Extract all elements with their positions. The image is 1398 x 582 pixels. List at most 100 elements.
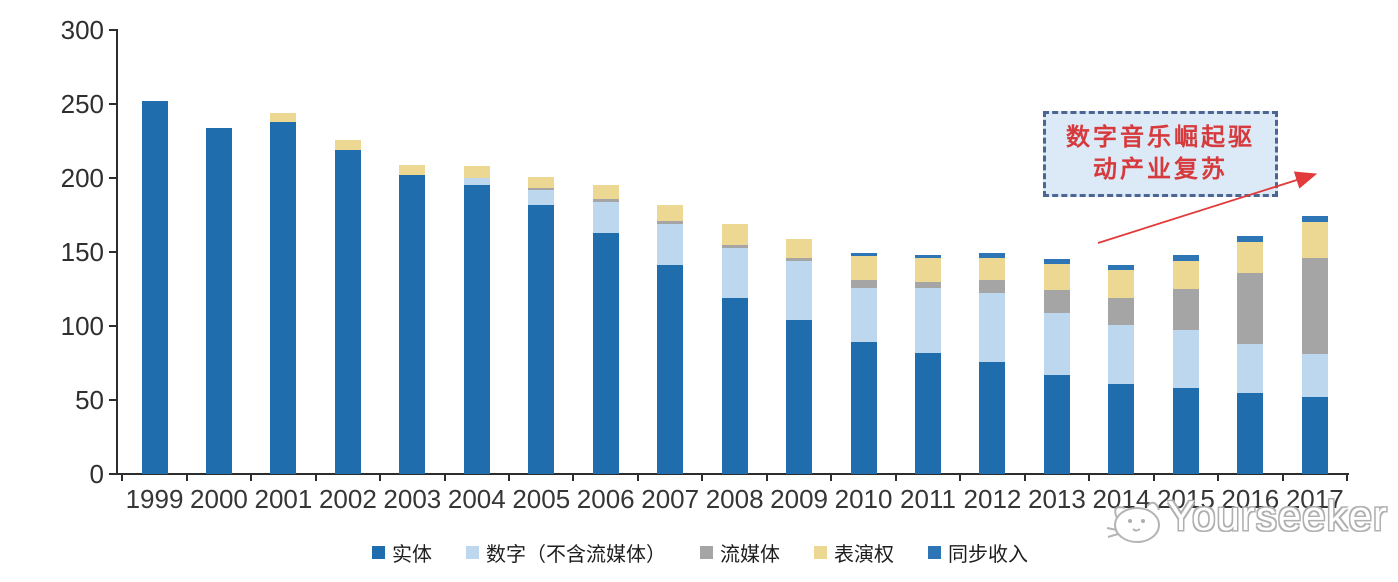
bar-2014-streaming (1108, 297, 1135, 325)
bar-2012-physical (979, 361, 1006, 474)
bar-2011-streaming (915, 281, 942, 288)
x-tick (1281, 474, 1284, 481)
bar-2001-performance (270, 112, 297, 122)
y-tick-label: 300 (60, 15, 104, 45)
y-tick-label: 0 (89, 459, 104, 489)
bar-2014-sync (1108, 265, 1135, 270)
legend-swatch-physical (372, 545, 385, 559)
bar-2015-digital (1172, 330, 1199, 389)
annotation-box: 数字音乐崛起驱 动产业复苏 (1043, 111, 1278, 197)
y-tick (109, 399, 116, 401)
bar-2013-streaming (1043, 290, 1070, 313)
bar-2016-streaming (1237, 272, 1264, 344)
x-axis-label: 2009 (770, 484, 829, 514)
bar-2007-streaming (657, 220, 684, 224)
bar-2006-physical (592, 232, 619, 474)
y-tick-label: 250 (60, 89, 104, 119)
x-axis (116, 473, 1349, 475)
bar-2012-streaming (979, 280, 1006, 294)
bar-2003-physical (399, 175, 426, 474)
bar-2004-performance (463, 166, 490, 178)
x-axis-label: 2016 (1221, 484, 1280, 514)
bar-2010-digital (850, 287, 877, 343)
bar-2011-physical (915, 352, 942, 474)
x-axis-label: 2015 (1156, 484, 1215, 514)
x-axis-label: 2012 (963, 484, 1022, 514)
bar-2014-physical (1108, 383, 1135, 474)
x-axis-label: 1999 (125, 484, 184, 514)
bar-2006-digital (592, 201, 619, 233)
bar-2014-performance (1108, 269, 1135, 298)
bar-2003-performance (399, 164, 426, 176)
bar-2017-sync (1301, 216, 1328, 223)
bar-2006-performance (592, 185, 619, 199)
bar-2016-performance (1237, 241, 1264, 273)
bar-2015-physical (1172, 388, 1199, 474)
bar-2012-sync (979, 253, 1006, 258)
annotation-line-1: 数字音乐崛起驱 (1066, 124, 1255, 151)
bar-2011-sync (915, 254, 942, 258)
x-axis-label: 2002 (318, 484, 377, 514)
bar-2013-performance (1043, 263, 1070, 291)
bar-2001-physical (270, 121, 297, 474)
bar-2005-streaming (528, 188, 555, 190)
legend-label-physical: 实体 (392, 543, 432, 566)
x-axis-label: 2006 (576, 484, 635, 514)
bar-2008-streaming (721, 244, 748, 248)
x-tick (508, 474, 511, 481)
bar-2010-performance (850, 256, 877, 281)
y-tick-label: 100 (60, 311, 104, 341)
bar-2002-performance (334, 139, 361, 150)
x-axis-label: 2007 (641, 484, 700, 514)
bar-2016-digital (1237, 343, 1264, 393)
bar-2005-performance (528, 176, 555, 189)
x-axis-label: 2001 (254, 484, 313, 514)
legend-item-physical: 实体 (372, 538, 432, 567)
bar-2014-digital (1108, 324, 1135, 384)
bar-1999-physical (141, 101, 168, 474)
bar-2010-streaming (850, 280, 877, 288)
x-tick (765, 474, 768, 481)
x-axis-label: 2004 (447, 484, 506, 514)
x-tick (959, 474, 962, 481)
bar-2006-streaming (592, 198, 619, 202)
x-tick (894, 474, 897, 481)
x-axis-label: 2008 (705, 484, 764, 514)
legend-item-digital: 数字（不含流媒体） (466, 538, 666, 567)
bar-2010-sync (850, 253, 877, 257)
x-tick (443, 474, 446, 481)
legend-label-performance: 表演权 (834, 543, 894, 566)
x-axis-label: 2003 (383, 484, 442, 514)
x-tick (1152, 474, 1155, 481)
annotation-line-2: 动产业复苏 (1093, 156, 1228, 183)
x-tick (250, 474, 253, 481)
y-tick (109, 251, 116, 253)
y-tick (109, 29, 116, 31)
bar-2008-performance (721, 223, 748, 245)
x-tick (572, 474, 575, 481)
legend-item-performance: 表演权 (814, 538, 894, 567)
y-tick-label: 50 (75, 385, 104, 415)
bar-2008-physical (721, 297, 748, 474)
bar-2007-digital (657, 223, 684, 266)
bar-2012-digital (979, 293, 1006, 362)
legend-swatch-streaming (700, 545, 713, 559)
x-tick (314, 474, 317, 481)
bar-2010-physical (850, 342, 877, 474)
x-axis-label: 2000 (190, 484, 248, 514)
x-tick (1217, 474, 1220, 481)
bar-2011-performance (915, 257, 942, 282)
bar-2009-physical (786, 320, 813, 474)
y-tick (109, 473, 116, 475)
bar-2005-digital (528, 189, 555, 205)
bar-2008-digital (721, 247, 748, 298)
bar-2017-physical (1301, 397, 1328, 474)
bar-2000-physical (205, 127, 232, 474)
bar-2012-performance (979, 257, 1006, 281)
x-tick (701, 474, 704, 481)
bar-2007-physical (657, 265, 684, 474)
bar-2004-physical (463, 185, 490, 474)
bar-2013-digital (1043, 312, 1070, 375)
